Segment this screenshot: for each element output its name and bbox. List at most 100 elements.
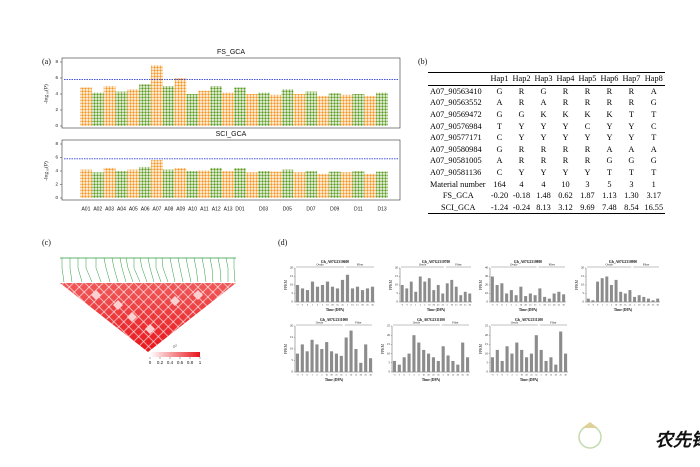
chromosome-signal bbox=[222, 171, 234, 198]
table-cell: R bbox=[562, 144, 569, 154]
bar bbox=[524, 296, 528, 302]
x-tick-label: 1 bbox=[602, 304, 604, 307]
bar bbox=[600, 278, 604, 302]
panel-label: (d) bbox=[278, 238, 288, 247]
x-tick-label: 30 bbox=[371, 304, 374, 307]
bar bbox=[344, 337, 348, 372]
bar bbox=[339, 355, 343, 372]
x-tick-label: 20 bbox=[647, 304, 650, 307]
row-label: A07_90581005 bbox=[430, 156, 482, 166]
chromosome-signal bbox=[91, 172, 104, 198]
table-cell: T bbox=[651, 168, 657, 178]
bar bbox=[436, 360, 440, 372]
y-tick-label: 20 bbox=[290, 266, 294, 270]
plot-title: SCI_GCA bbox=[216, 131, 247, 138]
chromosome-signal bbox=[186, 171, 199, 198]
table-cell: Y bbox=[540, 168, 547, 178]
x-tick-label: 20 bbox=[331, 304, 334, 307]
x-tick-label: 5 bbox=[347, 304, 349, 307]
bar bbox=[591, 300, 595, 302]
chart-title: Gh_A07G2310800 bbox=[514, 260, 542, 264]
table-cell: A bbox=[496, 98, 503, 108]
ld-legend-tick-label: 0.4 bbox=[167, 360, 174, 365]
bar bbox=[407, 353, 411, 372]
y-tick-label: 10 bbox=[290, 283, 294, 287]
table-cell: R bbox=[562, 98, 569, 108]
bar bbox=[614, 279, 618, 302]
table-cell: T bbox=[496, 121, 503, 131]
x-tick-label: 5 bbox=[346, 374, 348, 377]
bar bbox=[554, 364, 558, 372]
chromosome-signal bbox=[210, 167, 223, 198]
bar bbox=[623, 293, 627, 302]
chart-title: Gh_A07G2311100 bbox=[417, 318, 445, 322]
chromosome-signal bbox=[91, 92, 104, 126]
bar bbox=[456, 364, 460, 372]
x-tick-label: 15 bbox=[548, 304, 551, 307]
chromosome-signal bbox=[162, 86, 175, 126]
x-tick-label: 5 bbox=[447, 304, 449, 307]
table-row: A07_90576984 T Y Y Y C Y Y C bbox=[428, 120, 665, 132]
x-tick-label: 25 bbox=[652, 304, 655, 307]
x-axis-label: Time (DPA) bbox=[520, 378, 539, 382]
chromosome-signal bbox=[293, 172, 306, 198]
table-cell: 1.48 bbox=[536, 191, 551, 201]
table-cell: K bbox=[584, 110, 591, 120]
table-row: FS_GCA -0.20 -0.18 1.48 0.62 1.87 1.13 1.30 3.17 bbox=[428, 190, 665, 202]
table-cell: T bbox=[628, 168, 634, 178]
bar bbox=[397, 364, 401, 372]
x-tick-label: -3 bbox=[393, 374, 396, 377]
column-header: Hap4 bbox=[554, 72, 577, 86]
chromosome-signal bbox=[139, 84, 152, 126]
x-tick-label: 30 bbox=[562, 304, 565, 307]
bar bbox=[305, 290, 310, 302]
table-cell: G bbox=[606, 156, 613, 166]
chromosome-signal bbox=[269, 171, 282, 198]
y-axis-label: FPKM bbox=[381, 343, 385, 354]
ld-legend-tick-label: 0.8 bbox=[187, 360, 194, 365]
table-cell: Y bbox=[518, 133, 525, 143]
panel-label: (b) bbox=[418, 57, 428, 66]
chromosome-signal bbox=[328, 171, 341, 198]
ld-legend-tick-label: 0 bbox=[149, 360, 152, 365]
chromosome-signal bbox=[305, 91, 317, 126]
x-tick-label: 35 bbox=[442, 304, 445, 307]
chromosome-signal bbox=[328, 93, 341, 126]
bar bbox=[300, 288, 305, 302]
bar bbox=[509, 290, 513, 302]
bar bbox=[505, 346, 509, 372]
bar bbox=[451, 360, 455, 372]
bar bbox=[505, 293, 509, 302]
column-header: Hap5 bbox=[576, 72, 599, 86]
x-tick-label: 15 bbox=[355, 374, 358, 377]
row-label: A07_90563410 bbox=[430, 86, 482, 96]
table-cell: G bbox=[650, 98, 657, 108]
chromosome-signal bbox=[269, 94, 282, 126]
bar bbox=[466, 357, 470, 372]
fiber-label: Fiber bbox=[643, 263, 649, 267]
bar bbox=[315, 344, 319, 372]
x-tick-label: 1 bbox=[311, 374, 313, 377]
y-tick-label: 6 bbox=[55, 155, 58, 160]
bar bbox=[360, 290, 365, 302]
y-tick-label: 10 bbox=[485, 351, 489, 355]
y-tick-label: 10 bbox=[290, 347, 294, 351]
y-axis-label: FPKM bbox=[479, 279, 483, 290]
x-tick-label: 25 bbox=[529, 304, 532, 307]
bar bbox=[355, 286, 360, 302]
bar bbox=[330, 286, 335, 302]
y-tick-label: 15 bbox=[581, 274, 585, 278]
y-tick-label: 0 bbox=[487, 300, 489, 304]
x-tick-label: 25 bbox=[364, 374, 367, 377]
x-tick-label: 20 bbox=[360, 374, 363, 377]
x-tick-label: 25 bbox=[464, 304, 467, 307]
y-tick-label: 5 bbox=[292, 358, 294, 362]
bar bbox=[335, 288, 340, 302]
x-tick-label: 1 bbox=[408, 374, 410, 377]
table-row: A07_90581136 C Y Y Y Y T T T bbox=[428, 167, 665, 179]
x-tick-label: 10 bbox=[350, 374, 353, 377]
bar bbox=[402, 357, 406, 372]
ovule-label: Ovule bbox=[605, 263, 613, 267]
chromosome-signal bbox=[340, 172, 353, 198]
